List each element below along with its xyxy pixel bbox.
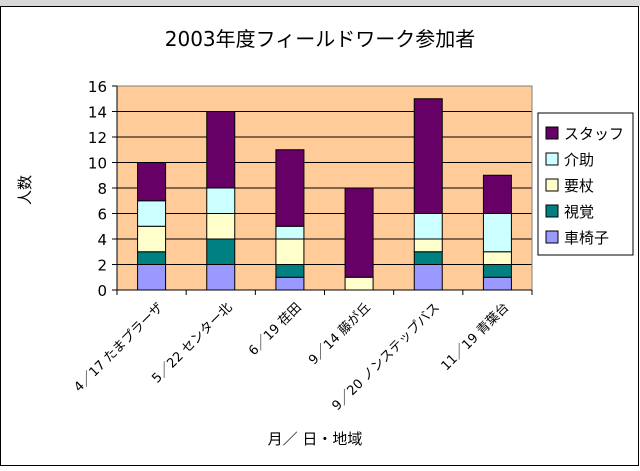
legend-label: 視覚 <box>564 203 594 221</box>
y-axis-label: 人数 <box>16 175 34 205</box>
legend-swatch <box>545 126 559 140</box>
y-axis-ticks: 0 2 4 6 8 10 12 14 16 <box>88 78 117 300</box>
bar-segment <box>344 187 374 278</box>
bar-segment <box>413 213 443 240</box>
bar-segment <box>275 149 305 227</box>
y-tick-label: 4 <box>97 231 107 249</box>
legend-label: スタッフ <box>564 125 624 143</box>
bar-segment <box>137 264 167 291</box>
bar-segment <box>206 238 236 265</box>
y-tick-label: 0 <box>97 282 107 300</box>
bar-segment <box>137 251 167 265</box>
legend-swatch <box>545 152 559 166</box>
bar-segment <box>482 276 512 291</box>
x-axis-label: 月／ 日・地域 <box>268 430 363 448</box>
bar-segment <box>413 251 443 265</box>
y-tick-label: 16 <box>88 78 107 96</box>
bar-segment <box>275 225 305 240</box>
bar-segment <box>413 98 443 214</box>
y-tick-label: 6 <box>97 206 107 224</box>
bar-segment <box>275 238 305 265</box>
chart-title: 2003年度フィールドワーク参加者 <box>165 27 476 51</box>
legend-label: 車椅子 <box>564 229 609 247</box>
legend-label: 介助 <box>564 151 594 169</box>
y-tick-label: 14 <box>88 104 107 122</box>
bar-segment <box>206 264 236 291</box>
bar-segment <box>137 162 167 202</box>
sheet-edge <box>0 0 640 6</box>
bar-segment <box>206 111 236 189</box>
legend-label: 要杖 <box>564 177 594 195</box>
y-tick-label: 10 <box>88 155 107 173</box>
bar-segment <box>413 238 443 253</box>
bar-segment <box>482 174 512 214</box>
bar-segment <box>413 264 443 291</box>
bar-segment <box>206 187 236 214</box>
bar-segment <box>482 264 512 278</box>
legend-swatch <box>545 204 559 218</box>
bar-segment <box>275 276 305 291</box>
bar-segment <box>137 225 167 253</box>
bar-segment <box>482 213 512 253</box>
y-tick-label: 8 <box>97 180 107 198</box>
legend-swatch <box>545 178 559 192</box>
y-tick-label: 12 <box>88 129 107 147</box>
legend-swatch <box>545 230 559 244</box>
bar-segment <box>275 264 305 278</box>
bar-segment <box>344 276 374 291</box>
bar-segment <box>206 213 236 240</box>
bar-segment <box>482 251 512 265</box>
y-tick-label: 2 <box>97 257 107 275</box>
bar-segment <box>137 200 167 227</box>
plot-area <box>116 85 533 291</box>
